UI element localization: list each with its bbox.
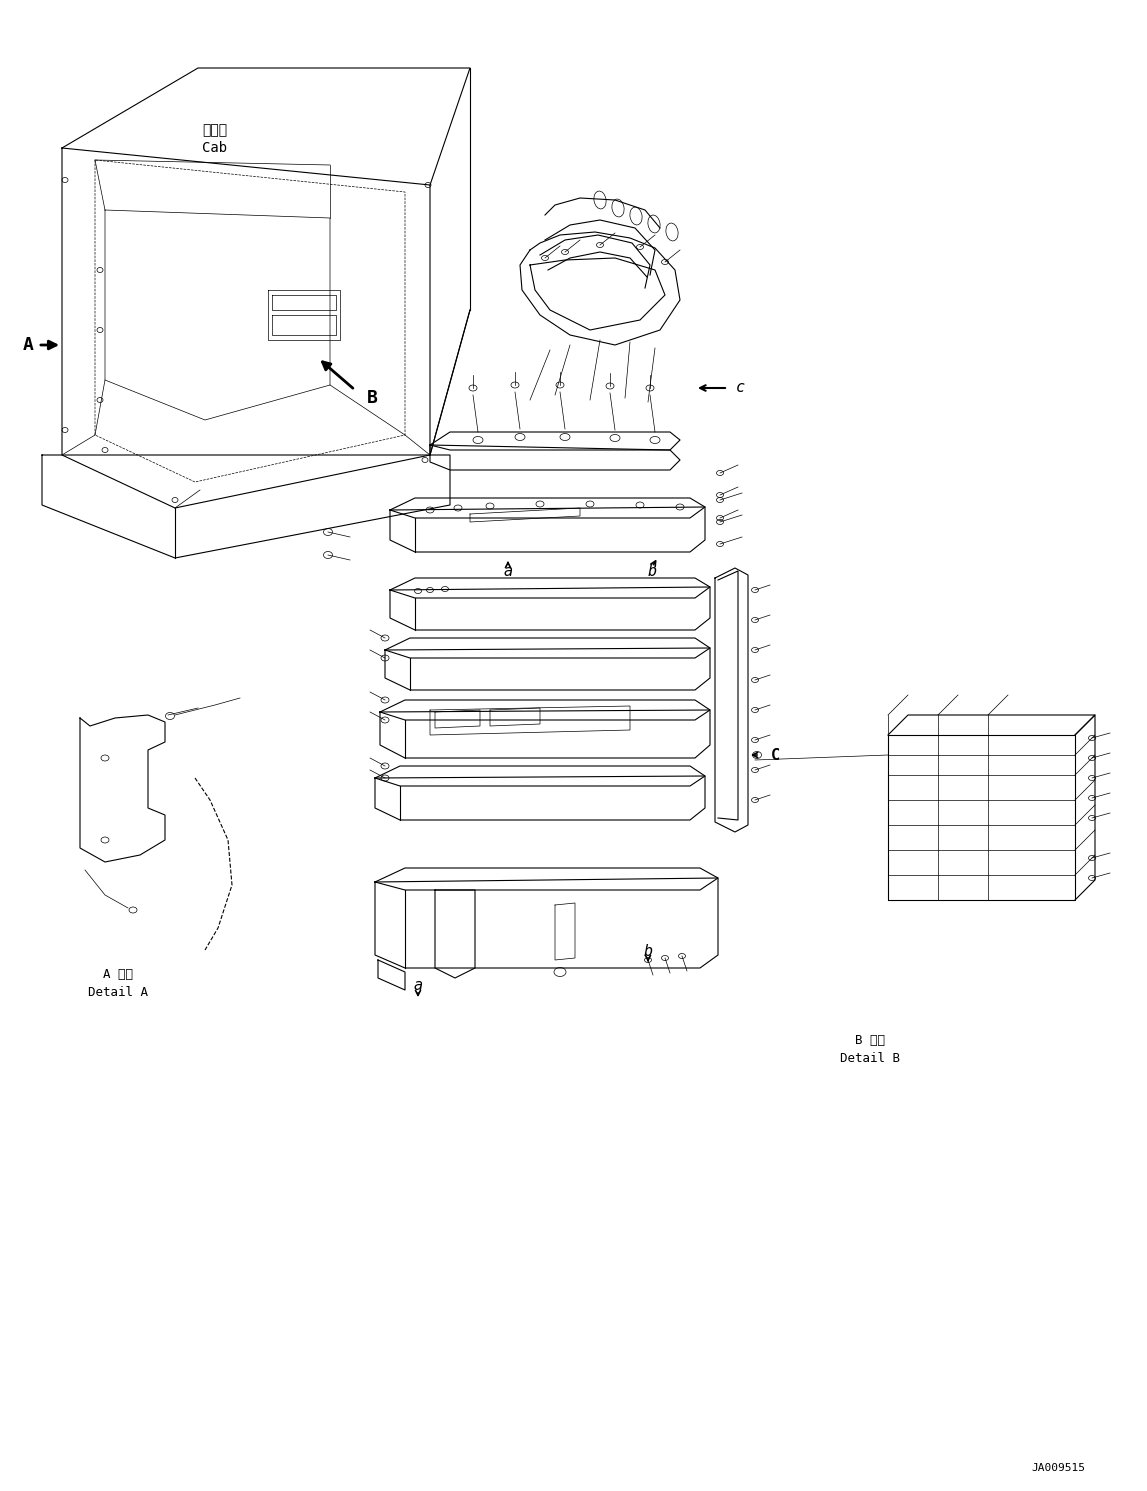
Text: Detail B: Detail B (840, 1051, 900, 1065)
Text: a: a (413, 978, 422, 993)
Text: キャブ: キャブ (202, 122, 227, 137)
Text: A: A (23, 335, 33, 353)
Text: B 詳細: B 詳細 (855, 1033, 885, 1047)
Text: Detail A: Detail A (88, 987, 148, 999)
Text: C: C (771, 747, 780, 762)
Text: b: b (647, 565, 656, 580)
Text: b: b (643, 944, 653, 960)
Text: c: c (735, 380, 744, 395)
Text: Cab: Cab (202, 142, 227, 155)
Text: JA009515: JA009515 (1031, 1463, 1085, 1473)
Text: A 詳細: A 詳細 (103, 969, 133, 981)
Text: a: a (504, 565, 513, 580)
Text: B: B (367, 389, 377, 407)
